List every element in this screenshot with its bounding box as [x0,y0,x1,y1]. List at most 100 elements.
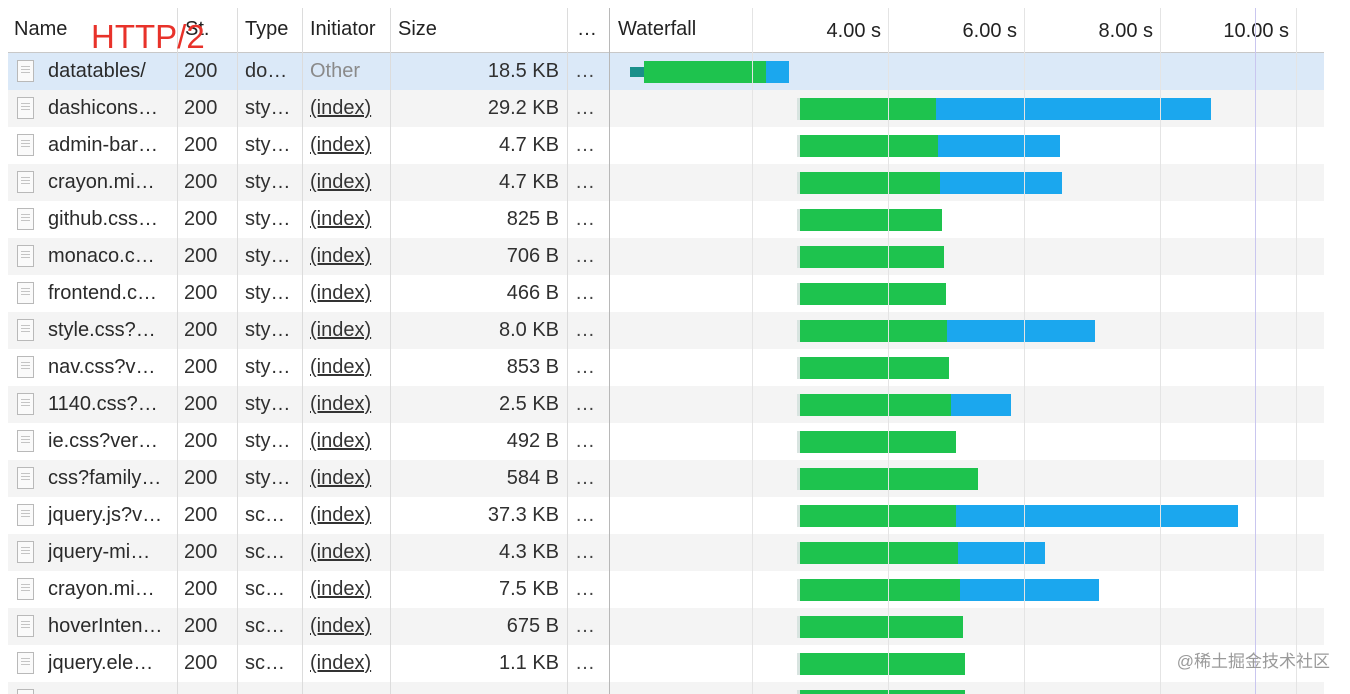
request-row[interactable]: datatables/200 do… Other 18.5 KB… [8,53,1324,90]
document-icon [17,134,34,156]
waterfall-gridline [1296,8,1297,694]
request-size: 4.7 KB [498,171,559,193]
request-row[interactable]: monaco.c… 200 sty… (index) 706 B… [8,238,1324,275]
column-header-status[interactable]: St. [185,18,210,40]
request-initiator-link[interactable]: (index) [310,245,372,267]
request-initiator-link[interactable]: (index) [310,578,372,600]
document-icon [17,208,34,230]
request-initiator-link[interactable]: (index) [310,541,372,563]
column-header-type[interactable]: Type [245,18,289,40]
waterfall-segment-queued [796,98,800,120]
request-initiator-link[interactable]: (index) [310,430,372,452]
request-type: sc… [245,615,285,637]
request-row[interactable]: admin-bar… 200 sty… (index) 4.7 KB… [8,127,1324,164]
request-row[interactable]: style.css?… 200 sty… (index) 8.0 KB… [8,312,1324,349]
column-header-size[interactable]: Size [398,18,437,40]
request-type: sc… [245,578,285,600]
request-initiator-link[interactable]: (index) [310,393,372,415]
waterfall-segment-download [937,135,1061,157]
column-header-initiator[interactable]: Initiator [310,18,376,40]
request-size: 584 B [506,467,559,489]
request-row[interactable]: dashicons… 200 sty… (index) 29.2 KB… [8,90,1324,127]
request-row[interactable]: css?family… 200 sty… (index) 584 B… [8,460,1324,497]
request-type: do… [245,60,288,82]
request-more: … [575,578,595,600]
waterfall-segment-waiting [799,320,948,342]
request-name: 1140.css?… [48,393,158,415]
request-type: sty… [245,171,291,193]
request-initiator-link[interactable]: (index) [310,319,372,341]
request-initiator-link[interactable]: (index) [310,282,372,304]
request-more: … [575,245,595,267]
waterfall-segment-waiting [799,690,965,694]
request-type: sty… [245,97,291,119]
request-type: sc… [245,504,285,526]
request-initiator-link[interactable]: (index) [310,652,372,674]
request-initiator-link[interactable]: (index) [310,134,372,156]
request-name: dashicons… [48,97,159,119]
request-type: sty… [245,319,291,341]
request-type: sty… [245,208,291,230]
request-size: 466 B [506,282,559,304]
document-icon [17,319,34,341]
request-row[interactable]: crayon.mi… 200 sty… (index) 4.7 KB… [8,164,1324,201]
request-type: sc… [245,541,285,563]
request-initiator-link[interactable] [310,682,392,694]
request-row[interactable]: github.css… 200 sty… (index) 825 B… [8,201,1324,238]
request-size: 4.7 KB [498,134,559,156]
request-row[interactable]: jquery.js?v… 200 sc… (index) 37.3 KB… [8,497,1324,534]
column-header-more[interactable]: … [577,18,597,40]
request-row[interactable]: frontend.c… 200 sty… (index) 466 B… [8,275,1324,312]
request-row[interactable]: hoverInten… 200 sc… (index) 675 B… [8,608,1324,645]
document-icon [17,689,34,694]
request-initiator-link[interactable]: (index) [310,504,372,526]
waterfall-segment-download [951,394,1012,416]
request-size: 1.1 KB [498,652,559,674]
request-row[interactable]: 1140.css?… 200 sty… (index) 2.5 KB… [8,386,1324,423]
waterfall-segment-waiting [799,209,943,231]
request-initiator-link[interactable]: (index) [310,467,372,489]
request-initiator-link: Other [310,60,361,82]
request-row[interactable]: jquery.ele… 200 sc… (index) 1.1 KB… [8,645,1324,682]
request-initiator-link[interactable]: (index) [310,615,372,637]
request-more: … [575,282,595,304]
request-row[interactable]: jquery-mi… 200 sc… (index) 4.3 KB… [8,534,1324,571]
request-status: 200 [184,245,218,267]
request-name: monaco.c… [48,245,155,267]
request-name: css?family… [48,467,162,489]
document-icon [17,356,34,378]
request-status: 200 [184,60,218,82]
column-header-waterfall[interactable]: Waterfall [618,18,697,40]
watermark: @稀土掘金技术社区 [1176,652,1330,671]
request-row[interactable]: crayon.mi… 200 sc… (index) 7.5 KB… [8,571,1324,608]
request-type: sty… [245,356,291,378]
request-row[interactable] [8,682,1324,694]
request-status: 200 [184,282,218,304]
waterfall-segment-queued [796,172,800,194]
request-initiator-link[interactable]: (index) [310,171,372,193]
request-name: nav.css?v… [48,356,156,378]
request-more: … [575,60,595,82]
waterfall-segment-waiting [799,135,938,157]
request-more: … [575,356,595,378]
request-size: 29.2 KB [487,97,559,119]
request-status [184,682,234,694]
request-status: 200 [184,171,218,193]
request-name: hoverInten… [48,615,163,637]
waterfall-segment-waiting [799,468,979,490]
request-initiator-link[interactable]: (index) [310,356,372,378]
waterfall-segment-queued [796,431,800,453]
request-size: 675 B [506,615,559,637]
waterfall-segment-waiting [799,357,950,379]
waterfall-segment-waiting [799,653,965,675]
request-status: 200 [184,615,218,637]
document-icon [17,541,34,563]
request-row[interactable]: ie.css?ver… 200 sty… (index) 492 B… [8,423,1324,460]
request-row[interactable]: nav.css?v… 200 sty… (index) 853 B… [8,349,1324,386]
waterfall-tick-label: 4.00 s [826,20,881,42]
request-name [48,682,176,694]
request-initiator-link[interactable]: (index) [310,97,372,119]
column-header-name[interactable]: Name [14,18,68,40]
waterfall-segment-waiting [643,61,766,83]
request-initiator-link[interactable]: (index) [310,208,372,230]
